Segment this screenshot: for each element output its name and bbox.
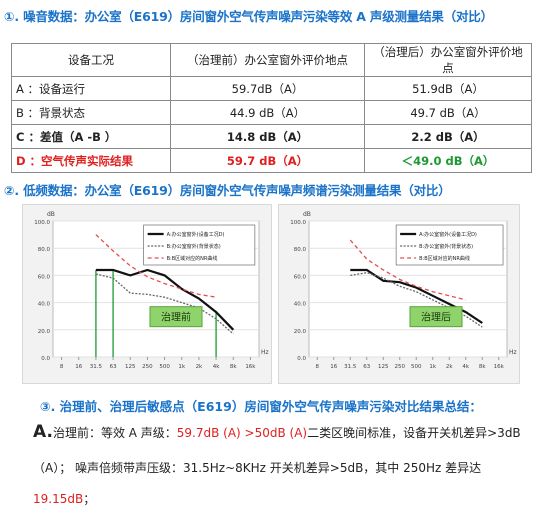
x-tick-label: 16k: [245, 364, 256, 370]
summary-highlight: 59.7dB (A) >50dB (A): [176, 426, 308, 440]
x-tick-label: 8: [316, 364, 320, 370]
summary-highlight: 19.15dB: [33, 492, 84, 506]
y-tick-label: 100.0: [34, 220, 50, 226]
y-axis-label: dB: [47, 211, 55, 218]
row-label: A ：设备运行: [11, 76, 171, 101]
x-tick-label: 63: [363, 364, 370, 370]
x-tick-label: 500: [159, 364, 170, 370]
y-tick-label: 0.0: [41, 356, 50, 362]
chart-tag-label: 治理后: [421, 311, 451, 324]
series-line-2: [349, 239, 466, 301]
x-tick-label: 2k: [196, 364, 203, 370]
x-tick-label: 125: [125, 364, 136, 370]
chart-tag-label: 治理前: [161, 311, 191, 324]
x-tick-label: 31.5: [344, 364, 357, 370]
chart-after: 0.0 20.0 40.0 60.0 80.0 100.0 dB 8 16 31.5 63 125 25…: [278, 204, 520, 384]
row-label: C ：差值（A -B ）: [11, 124, 171, 149]
summary-text: ；: [83, 492, 96, 506]
legend-label: B:B区域对应的NR曲线: [419, 255, 470, 262]
table-row: D ：空气传声实际结果 59.7 dB（A） ＜49.0 dB（A）: [11, 148, 532, 173]
x-tick-label: 63: [110, 364, 117, 370]
chart-before: 0.0 20.0 40.0 60.0 80.0 100.0 dB 8 16 31.5 63 125 25…: [22, 204, 272, 384]
summary-text: 二类区晚间标准，设备开关机差异>3dB: [307, 426, 521, 440]
after-value: 2.2 dB（A）: [364, 124, 532, 149]
before-value: 44.9 dB（A）: [170, 100, 365, 125]
chart-tag-box: [149, 306, 203, 328]
x-tick-label: 8k: [230, 364, 237, 370]
before-value: 59.7 dB（A）: [170, 148, 365, 173]
y-tick-label: 100.0: [290, 220, 306, 226]
y-tick-label: 20.0: [38, 329, 51, 335]
summary-line-1: A.治理前：等效 A 声级：59.7dB (A) >50dB (A)二类区晚间标…: [33, 422, 521, 442]
table-row: B ：背景状态 44.9 dB（A） 49.7 dB（A）: [11, 100, 532, 125]
series-line-1: [350, 272, 483, 328]
x-tick-label: 8: [60, 364, 64, 370]
x-tick-label: 16: [75, 364, 82, 370]
summary-text: 治理前：等效 A 声级：: [52, 426, 177, 440]
item-a-label: A.: [33, 422, 53, 442]
y-tick-label: 40.0: [38, 302, 51, 308]
series-line-1: [95, 273, 234, 335]
row-label: D ：空气传声实际结果: [11, 148, 171, 173]
summary-line-3: 19.15dB；: [33, 490, 95, 507]
legend-label: A:办公室窗外(设备工况D): [167, 231, 225, 238]
table-row: A ：设备运行 59.7dB（A） 51.9dB（A）: [11, 76, 532, 101]
series-line-0: [95, 268, 235, 331]
legend-label: B:B区域对应的NR曲线: [167, 255, 218, 262]
legend-box: [143, 224, 256, 266]
x-tick-label: 500: [411, 364, 422, 370]
x-tick-label: 31.5: [90, 364, 103, 370]
header-cell: 设备工况: [11, 43, 171, 77]
y-tick-label: 60.0: [294, 274, 307, 280]
chart-tag-box: [409, 306, 463, 328]
summary-line-2: （A）； 噪声倍频带声压级：31.5Hz~8KHz 开关机差异>5dB，其中 2…: [33, 461, 482, 475]
x-tick-label: 4k: [462, 364, 469, 370]
x-tick-label: 125: [378, 364, 389, 370]
chart-svg: 0.0 20.0 40.0 60.0 80.0 100.0 dB 8 16 31.5 63 125 25…: [290, 211, 517, 370]
y-tick-label: 80.0: [294, 247, 307, 253]
x-tick-label: 16k: [494, 364, 505, 370]
x-tick-label: 1k: [178, 364, 185, 370]
chart-svg: 0.0 20.0 40.0 60.0 80.0 100.0 dB 8 16 31.5 63 125 25…: [34, 211, 269, 370]
x-axis-label: Hz: [261, 349, 269, 356]
table-header-row: 设备工况 （治理前）办公室窗外评价地点 （治理后）办公室窗外评价地点: [11, 43, 532, 77]
x-tick-label: 16: [330, 364, 337, 370]
table-row: C ：差值（A -B ） 14.8 dB（A） 2.2 dB（A）: [11, 124, 532, 149]
y-tick-label: 60.0: [38, 274, 51, 280]
x-tick-label: 2k: [446, 364, 453, 370]
header-cell: （治理后）办公室窗外评价地点: [364, 43, 532, 77]
header-cell: （治理前）办公室窗外评价地点: [170, 43, 365, 77]
legend-label: B:办公室窗外(背景状态): [419, 243, 473, 250]
section1-title: ①. 噪音数据：办公室（E619）房间窗外空气传声噪声污染等效 A 声级测量结果…: [4, 9, 493, 24]
after-value: 51.9dB（A）: [364, 76, 532, 101]
x-tick-label: 250: [142, 364, 153, 370]
after-value: ＜49.0 dB（A）: [364, 148, 532, 173]
x-tick-label: 4k: [213, 364, 220, 370]
y-tick-label: 40.0: [294, 302, 307, 308]
legend-label: A:办公室窗外(设备工况D): [419, 231, 477, 238]
comparison-table: 设备工况 （治理前）办公室窗外评价地点 （治理后）办公室窗外评价地点 A ：设备…: [11, 43, 532, 173]
before-value: 14.8 dB（A）: [170, 124, 365, 149]
row-label: B ：背景状态: [11, 100, 171, 125]
y-tick-label: 20.0: [294, 329, 307, 335]
x-tick-label: 8k: [479, 364, 486, 370]
after-value: 49.7 dB（A）: [364, 100, 532, 125]
y-axis-label: dB: [303, 211, 311, 218]
x-tick-label: 250: [395, 364, 406, 370]
section3-title: ③. 治理前、治理后敏感点（E619）房间窗外空气传声噪声污染对比结果总结：: [40, 399, 482, 414]
legend-label: B:办公室窗外(背景状态): [167, 243, 221, 250]
before-value: 59.7dB（A）: [170, 76, 365, 101]
section2-title: ②. 低频数据：办公室（E619）房间窗外空气传声噪声频谱污染测量结果（对比）: [4, 183, 451, 198]
legend-box: [395, 224, 504, 266]
y-tick-label: 80.0: [38, 247, 51, 253]
x-tick-label: 1k: [429, 364, 436, 370]
y-tick-label: 0.0: [297, 356, 306, 362]
x-axis-label: Hz: [509, 349, 517, 356]
